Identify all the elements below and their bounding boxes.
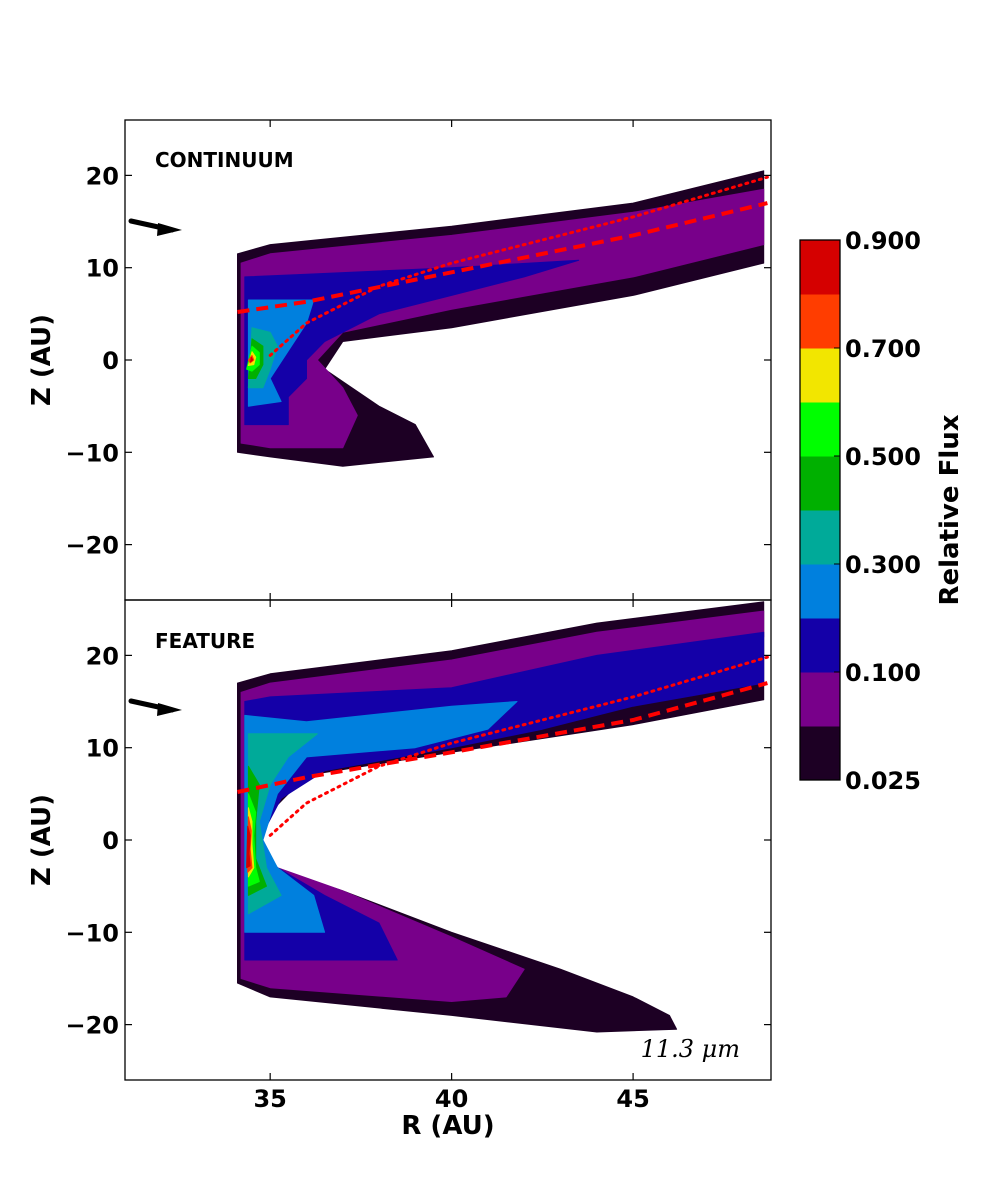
panel-label-continuum: CONTINUUM: [155, 148, 294, 172]
y-tick-label: 10: [86, 255, 119, 283]
panels-group: [128, 170, 769, 1033]
colorbar-swatch: [800, 618, 840, 673]
colorbar-swatch: [800, 348, 840, 403]
panel-label-feature: FEATURE: [155, 629, 255, 653]
incident-arrow-icon: [128, 698, 182, 716]
contour-level-0.05: [240, 188, 765, 449]
y-tick-label: 0: [102, 347, 119, 375]
y-tick-label: −10: [65, 439, 119, 467]
y-axis-label-bottom: Z (AU): [27, 794, 57, 886]
axes-group: 20 10 0 −10 −20 20 10 0 −10 −20 35 40 45: [65, 119, 772, 1113]
contour-level-0.2: [244, 701, 518, 933]
colorbar-tick-label: 0.900: [845, 227, 921, 255]
x-tick-label: 45: [616, 1085, 649, 1113]
panel-0-plot-area: [237, 170, 769, 467]
y-tick-label: 10: [86, 735, 119, 763]
tau1-dashed-line: [237, 681, 768, 794]
contour-level-0.8: [246, 825, 251, 869]
colorbar-swatch: [800, 402, 840, 457]
colorbar-frame: [799, 239, 841, 781]
tau1-dotted-line: [268, 655, 769, 837]
y-tick-label: 20: [86, 162, 119, 190]
wavelength-annotation: 11.3 μm: [641, 1035, 740, 1063]
contour-level-0.3: [247, 733, 318, 915]
colorbar: 0.900 0.700 0.500 0.300 0.100 0.025: [799, 227, 921, 795]
colorbar-tick-label: 0.100: [845, 659, 921, 687]
colorbar-swatch: [800, 456, 840, 511]
colorbar-tick-label: 0.700: [845, 335, 921, 363]
colorbar-tick-label: 0.300: [845, 551, 921, 579]
colorbar-swatch: [800, 510, 840, 565]
colorbar-tick-label: 0.500: [845, 443, 921, 471]
y-axis-label-top: Z (AU): [27, 314, 57, 406]
y-tick-label: −20: [65, 532, 119, 560]
colorbar-swatch: [800, 240, 840, 295]
x-tick-label: 35: [253, 1085, 286, 1113]
incident-arrow-icon: [128, 218, 182, 236]
panel-0-frame: [124, 119, 772, 601]
panel-1-plot-area: [237, 601, 769, 1033]
colorbar-swatch: [800, 672, 840, 727]
tau1-dashed-line: [237, 201, 768, 314]
y-tick-label: −20: [65, 1012, 119, 1040]
y-tick-label: 0: [102, 827, 119, 855]
colorbar-label: Relative Flux: [935, 414, 965, 605]
colorbar-swatch: [800, 726, 840, 781]
x-axis-label: R (AU): [401, 1111, 494, 1141]
colorbar-swatch: [800, 294, 840, 349]
x-tick-label: 40: [435, 1085, 468, 1113]
y-tick-label: −10: [65, 919, 119, 947]
contour-level-0.8: [250, 356, 254, 363]
y-tick-label: 20: [86, 642, 119, 670]
colorbar-tick-label: 0.025: [845, 767, 921, 795]
colorbar-swatch: [800, 564, 840, 619]
tau1-dotted-line: [268, 175, 769, 357]
